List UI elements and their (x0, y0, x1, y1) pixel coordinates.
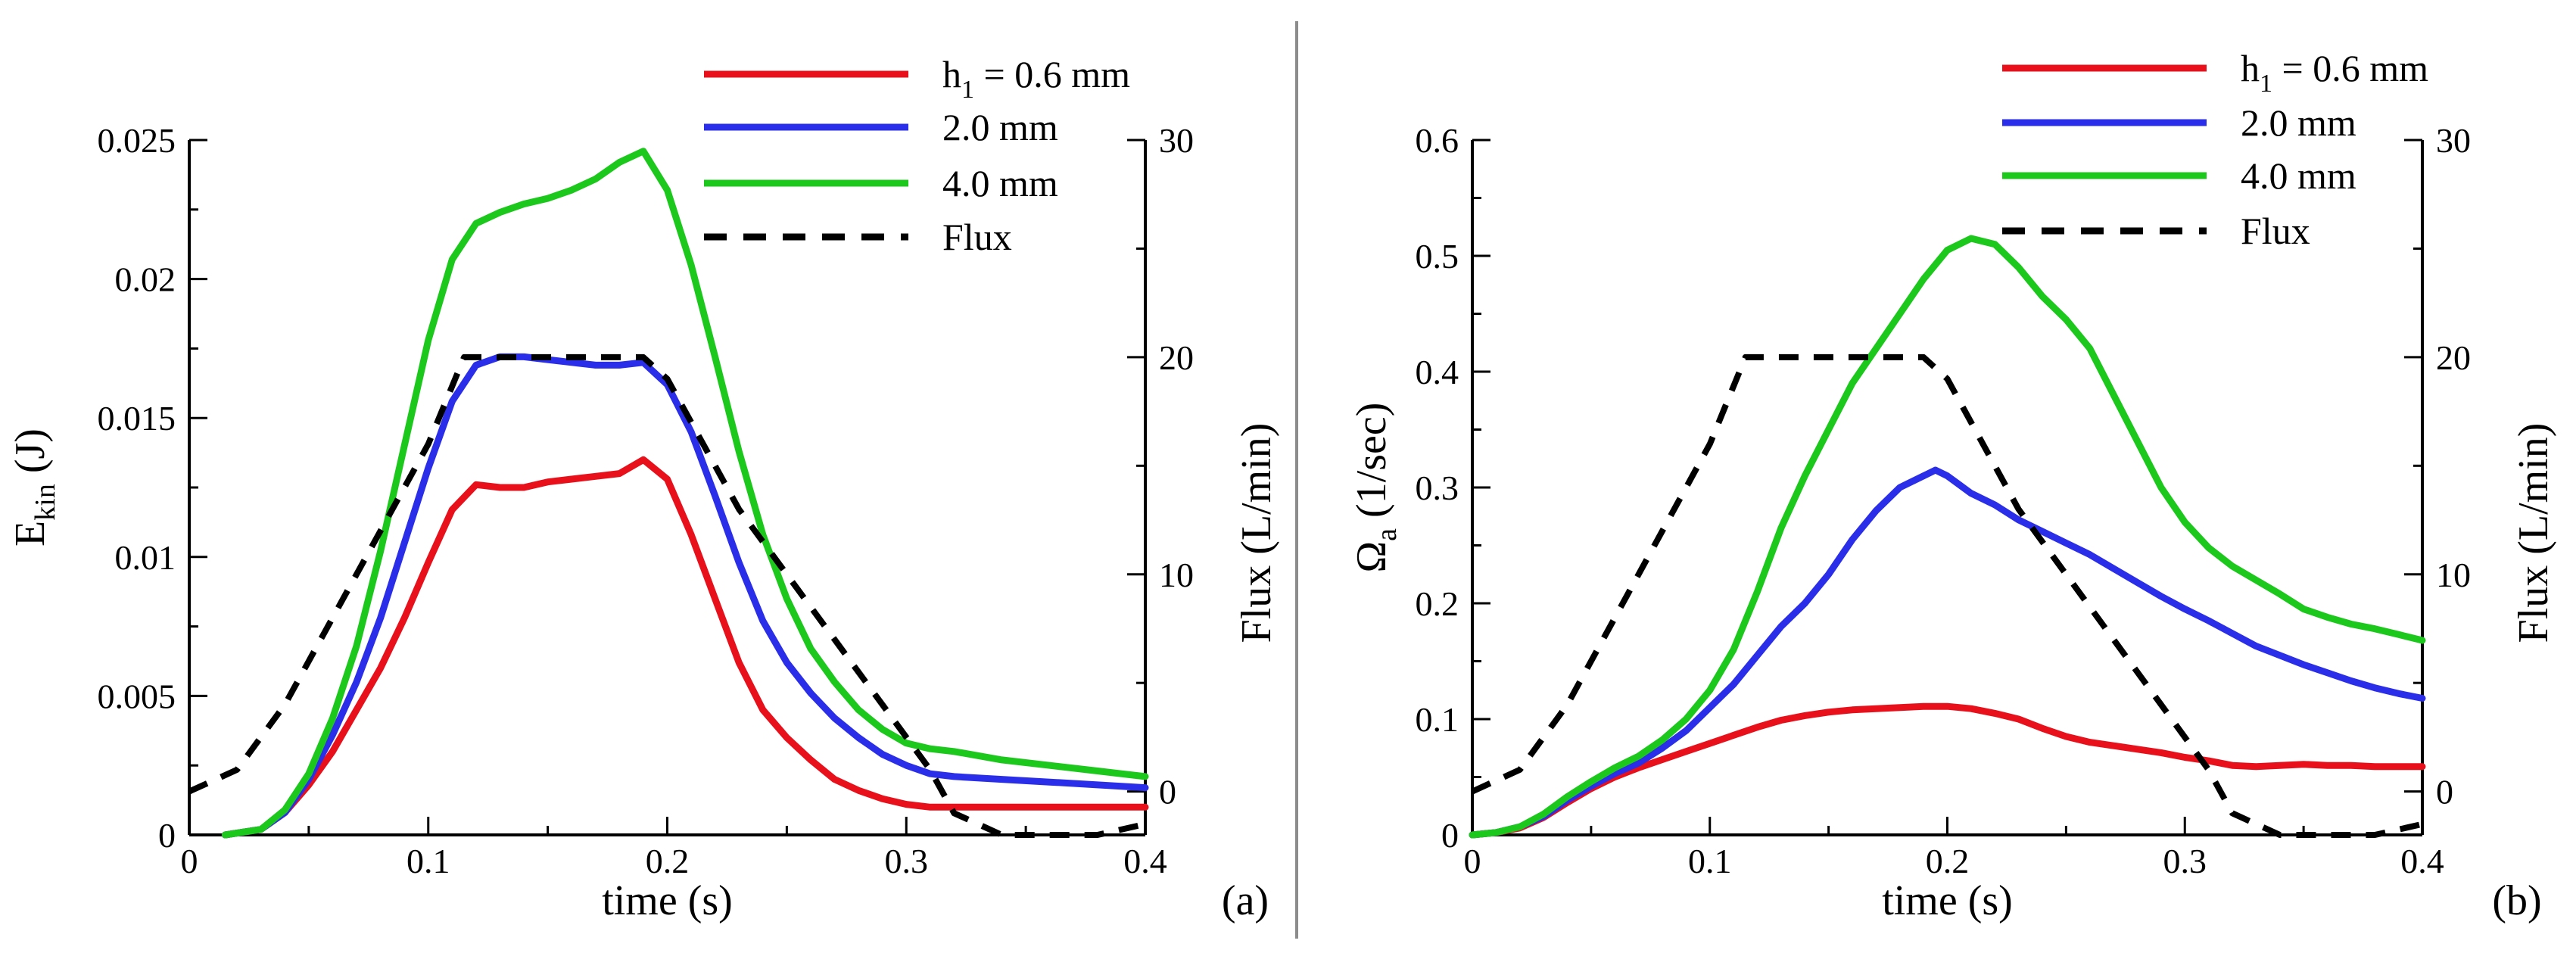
legend-label: 2.0 mm (2241, 101, 2356, 144)
y2-tick-label: 30 (1159, 121, 1194, 160)
legend-label: 4.0 mm (2241, 154, 2356, 197)
x-tick-label: 0.1 (1688, 842, 1732, 880)
y-axis-label-unit: (J) (7, 428, 54, 484)
y-tick-label: 0.025 (98, 121, 176, 160)
x-tick-label: 0.2 (646, 842, 690, 880)
x-tick-label: 0 (181, 842, 198, 880)
y2-tick-label: 30 (2436, 121, 2471, 160)
y-axis-label: Ωa (1/sec) (1348, 403, 1403, 573)
y-axis-label-unit: (1/sec) (1348, 403, 1395, 528)
series-line-flux (1471, 353, 2423, 838)
x-tick-label: 0.2 (1926, 842, 1970, 880)
legend-label: 4.0 mm (942, 162, 1058, 204)
y2-axis-label: Flux (L/min) (2510, 423, 2557, 643)
x-axis-label: time (s) (1882, 877, 2013, 924)
legend-label: h1 = 0.6 mm (942, 53, 1130, 104)
panel-label: (a) (1222, 877, 1269, 924)
x-tick-label: 0.3 (2163, 842, 2207, 880)
x-tick-label: 0.3 (885, 842, 929, 880)
y-tick-label: 0.01 (115, 538, 176, 577)
y2-tick-label: 0 (2436, 773, 2453, 811)
y-tick-label: 0.3 (1416, 469, 1459, 507)
y-tick-label: 0.6 (1416, 121, 1459, 160)
y-tick-label: 0 (158, 816, 176, 855)
y-tick-label: 0.015 (98, 399, 176, 438)
y2-tick-label: 10 (1159, 556, 1194, 594)
x-tick-label: 0.4 (2400, 842, 2444, 880)
chart-panel-b: 0 0.1 0.2 0.3 0.4 0 0.1 0.2 0.3 0.4 0.5 0.6 0 10 20 30 t… (1348, 47, 2557, 924)
series-line-h1-0.6mm (1469, 702, 2426, 839)
y2-tick-label: 0 (1159, 773, 1176, 811)
series-line-2.0mm (1469, 466, 2426, 839)
legend-label-main: Flux (942, 216, 1012, 258)
legend-label: Flux (2241, 210, 2310, 252)
y-tick-label: 0.2 (1416, 584, 1459, 623)
y-tick-label: 0.5 (1416, 237, 1459, 276)
y2-tick-label: 20 (1159, 338, 1194, 377)
y-axis-label-sub: a (1371, 528, 1403, 541)
y-axis-label: Ekin (J) (7, 428, 61, 547)
legend-label-main: Flux (2241, 210, 2310, 252)
legend-label-sub: 1 (2260, 70, 2272, 98)
series-line-2.0mm (221, 353, 1149, 839)
x-tick-label: 0.4 (1123, 842, 1167, 880)
y-axis-label-main: E (7, 521, 54, 547)
panel-label: (b) (2492, 877, 2541, 924)
legend-label-rest: = 0.6 mm (974, 53, 1130, 95)
legend-label-main: 2.0 mm (2241, 101, 2356, 144)
y-tick-label: 0 (1441, 816, 1459, 855)
y2-tick-label: 20 (2436, 338, 2471, 377)
y2-axis-label: Flux (L/min) (1233, 423, 1280, 643)
chart-panel-a: 0 0.1 0.2 0.3 0.4 0 0.005 0.01 0.015 0.02 0.025 0 10… (7, 53, 1280, 924)
y-tick-label: 0.4 (1416, 353, 1459, 391)
legend-label-main: 4.0 mm (2241, 154, 2356, 197)
x-tick-label: 0.1 (406, 842, 450, 880)
y-axis-label-main: Ω (1348, 541, 1395, 573)
legend-label: Flux (942, 216, 1012, 258)
y-axis-label-sub: kin (30, 484, 61, 521)
series-line-4.0mm (1469, 235, 2426, 839)
y-tick-label: 0.005 (98, 677, 176, 715)
legend-label-main: 4.0 mm (942, 162, 1058, 204)
y-tick-label: 0.02 (115, 260, 176, 299)
legend-label-main: 2.0 mm (942, 106, 1058, 148)
series-line-flux (188, 353, 1146, 838)
legend-label-rest: = 0.6 mm (2272, 47, 2428, 89)
legend-label: h1 = 0.6 mm (2241, 47, 2428, 98)
series-line-h1-0.6mm (221, 456, 1149, 839)
legend-label-main: h (942, 53, 961, 95)
legend-label-sub: 1 (961, 76, 974, 104)
series-line-4.0mm (221, 148, 1149, 839)
legend-label: 2.0 mm (942, 106, 1058, 148)
legend-label-main: h (2241, 47, 2260, 89)
y-tick-label: 0.1 (1416, 700, 1459, 739)
x-tick-label: 0 (1464, 842, 1481, 880)
y2-tick-label: 10 (2436, 556, 2471, 594)
x-axis-label: time (s) (602, 877, 733, 924)
